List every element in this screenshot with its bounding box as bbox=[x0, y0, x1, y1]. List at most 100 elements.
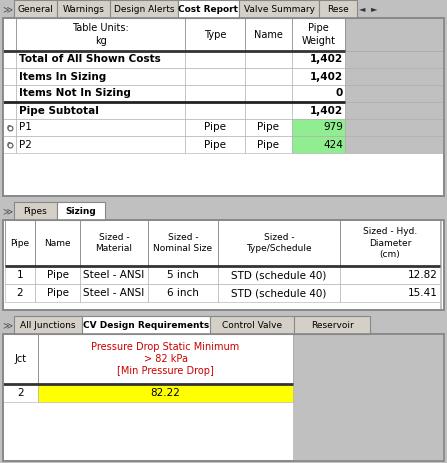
Text: 5 inch: 5 inch bbox=[167, 270, 199, 280]
Bar bbox=[3, 220, 444, 310]
Bar bbox=[80, 284, 148, 302]
Bar bbox=[185, 119, 245, 136]
Bar bbox=[292, 85, 345, 102]
Bar bbox=[345, 18, 444, 51]
Bar bbox=[185, 136, 245, 153]
Text: Sized -
Material: Sized - Material bbox=[96, 233, 132, 253]
Bar bbox=[245, 136, 292, 153]
Bar bbox=[3, 334, 444, 461]
Bar bbox=[14, 316, 82, 334]
Bar bbox=[245, 51, 292, 68]
Bar bbox=[0, 0, 447, 18]
Bar bbox=[16, 136, 185, 153]
Text: ≫: ≫ bbox=[2, 4, 12, 14]
Text: General: General bbox=[17, 5, 54, 13]
Text: Pipe: Pipe bbox=[204, 139, 226, 150]
Bar bbox=[110, 0, 178, 18]
Text: ≫: ≫ bbox=[2, 320, 12, 330]
Bar bbox=[16, 68, 185, 85]
Text: Cost Report: Cost Report bbox=[178, 5, 239, 13]
Bar bbox=[57, 0, 110, 18]
Bar bbox=[14, 202, 57, 220]
Bar bbox=[185, 68, 245, 85]
Bar bbox=[218, 266, 340, 284]
Bar bbox=[148, 220, 218, 266]
Bar bbox=[3, 119, 16, 136]
Bar bbox=[292, 18, 345, 51]
Bar bbox=[440, 220, 441, 310]
Bar bbox=[57, 202, 105, 220]
Bar bbox=[294, 316, 370, 334]
Text: Pipe: Pipe bbox=[257, 139, 279, 150]
Bar bbox=[293, 334, 444, 461]
Bar bbox=[345, 51, 444, 68]
Text: 12.82: 12.82 bbox=[408, 270, 438, 280]
Text: Control Valve: Control Valve bbox=[222, 320, 282, 330]
Text: 1,402: 1,402 bbox=[310, 106, 343, 115]
Bar bbox=[3, 220, 444, 310]
Text: Total of All Shown Costs: Total of All Shown Costs bbox=[19, 55, 161, 64]
Text: Pipe: Pipe bbox=[204, 123, 226, 132]
Text: Steel - ANSI: Steel - ANSI bbox=[84, 288, 145, 298]
Bar bbox=[178, 0, 239, 18]
Bar bbox=[345, 85, 444, 102]
Bar bbox=[245, 18, 292, 51]
Text: o: o bbox=[6, 140, 11, 149]
Text: Sizing: Sizing bbox=[66, 206, 97, 215]
Text: STD (schedule 40): STD (schedule 40) bbox=[231, 270, 327, 280]
Bar bbox=[345, 102, 444, 119]
Text: STD (schedule 40): STD (schedule 40) bbox=[231, 288, 327, 298]
Bar bbox=[35, 266, 80, 284]
Bar bbox=[292, 68, 345, 85]
Text: Pipe: Pipe bbox=[10, 238, 30, 248]
Bar bbox=[292, 51, 345, 68]
Text: Pipes: Pipes bbox=[24, 206, 47, 215]
Text: Name: Name bbox=[44, 238, 71, 248]
Text: Sized - Hyd.
Diameter
(cm): Sized - Hyd. Diameter (cm) bbox=[363, 227, 417, 259]
Bar bbox=[5, 284, 35, 302]
Text: P1: P1 bbox=[19, 123, 32, 132]
Text: Rese: Rese bbox=[327, 5, 349, 13]
Text: Table Units:
kg: Table Units: kg bbox=[72, 23, 129, 46]
Text: 424: 424 bbox=[323, 139, 343, 150]
Bar bbox=[14, 0, 57, 18]
Bar bbox=[340, 284, 440, 302]
Text: 82.22: 82.22 bbox=[151, 388, 181, 398]
Text: Sized -
Nominal Size: Sized - Nominal Size bbox=[153, 233, 213, 253]
Bar bbox=[3, 384, 38, 402]
Bar bbox=[35, 284, 80, 302]
Text: 1,402: 1,402 bbox=[310, 55, 343, 64]
Bar bbox=[345, 136, 444, 153]
Bar bbox=[3, 334, 444, 461]
Bar bbox=[239, 0, 319, 18]
Bar bbox=[0, 316, 447, 334]
Text: Items In Sizing: Items In Sizing bbox=[19, 71, 106, 81]
Bar bbox=[292, 102, 345, 119]
Text: 0: 0 bbox=[336, 88, 343, 99]
Bar bbox=[16, 85, 185, 102]
Bar bbox=[218, 284, 340, 302]
Bar bbox=[3, 18, 444, 196]
Text: Items Not In Sizing: Items Not In Sizing bbox=[19, 88, 131, 99]
Bar bbox=[245, 85, 292, 102]
Bar bbox=[80, 266, 148, 284]
Text: o: o bbox=[6, 123, 11, 132]
Bar bbox=[185, 85, 245, 102]
Bar bbox=[80, 220, 148, 266]
Bar bbox=[185, 18, 245, 51]
Bar bbox=[3, 136, 16, 153]
Text: Valve Summary: Valve Summary bbox=[244, 5, 315, 13]
Text: Steel - ANSI: Steel - ANSI bbox=[84, 270, 145, 280]
Bar bbox=[292, 136, 345, 153]
Text: Design Alerts: Design Alerts bbox=[114, 5, 174, 13]
Text: 1,402: 1,402 bbox=[310, 71, 343, 81]
Bar bbox=[245, 119, 292, 136]
Bar bbox=[185, 102, 245, 119]
Text: ►: ► bbox=[371, 5, 377, 13]
Bar bbox=[16, 102, 185, 119]
Bar bbox=[218, 220, 340, 266]
Bar bbox=[38, 334, 293, 384]
Bar bbox=[148, 266, 218, 284]
Text: Name: Name bbox=[254, 30, 283, 39]
Bar bbox=[5, 220, 35, 266]
